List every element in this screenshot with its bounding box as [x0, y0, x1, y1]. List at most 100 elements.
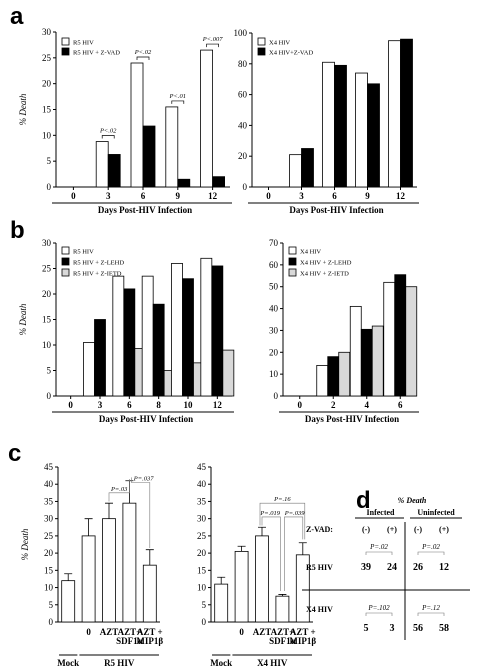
c-left-y-tick-label: 5: [49, 600, 54, 610]
table-cell-value: 3: [390, 623, 395, 634]
table-group-infected: Infected: [367, 508, 396, 517]
c-left-y-tick-label: 30: [44, 514, 54, 524]
a-left-bar: [212, 176, 226, 188]
a-left-significance: P<.02: [99, 128, 117, 139]
b-right-bar: [316, 364, 329, 397]
a-left-y-tick-label: 25: [42, 53, 52, 63]
table-cell-value: 39: [361, 562, 371, 573]
c-right-sig-label: P=.16: [273, 496, 291, 503]
a-right-bar: [301, 148, 314, 188]
b-right-legend-label: X4 HIV + Z-IETD: [300, 271, 349, 278]
a-right-x-tick-label: 6: [332, 191, 337, 201]
c-right-error-bar: [237, 545, 246, 552]
a-left-bar: [107, 154, 121, 188]
a-left-significance: P<.007: [202, 36, 223, 48]
a-left-legend: R5 HIV R5 HIV + Z-VAD: [61, 37, 120, 57]
a-left-x-tick-label: 6: [141, 191, 146, 201]
c-right-sig-label: P=.039: [284, 510, 305, 517]
c-right-x-tick-label: AZT+ SDF1α: [269, 627, 296, 646]
c-right-bar: [255, 535, 269, 623]
a-right-legend-label: X4 HIV+Z-VAD: [269, 50, 313, 57]
c-left-bar: [142, 564, 157, 623]
b-left-legend-label: R5 HIV + Z-LEHD: [73, 260, 124, 267]
a-left-sig-bracket: [206, 43, 219, 48]
b-left-y-tick-label: 20: [42, 289, 52, 299]
c-left-y-tick-label: 25: [44, 531, 54, 541]
a-left-significance: P<.02: [134, 49, 152, 60]
table-p-value: P=.12: [421, 604, 440, 612]
b-left-bar: [123, 288, 136, 397]
a-left-legend-swatch: [61, 47, 70, 56]
table-cell-value: 58: [439, 623, 449, 634]
a-right-y-tick-label: 60: [238, 90, 248, 100]
b-left-y-tick-label: 10: [42, 340, 52, 350]
b-left-bar: [222, 349, 235, 397]
a-left-bar: [165, 106, 179, 188]
c-right-sig-bracket: [261, 516, 281, 591]
a-left-sig-label: P<.01: [169, 93, 186, 100]
a-left-axes: 0 5 10 15 20 25 30 % Death: [18, 27, 230, 192]
c-right-error-bar: [278, 594, 287, 597]
a-left-y-tick-label: 30: [42, 27, 52, 37]
b-left-legend-swatch: [61, 246, 70, 255]
c-right-x-tick-label: 0: [239, 627, 244, 637]
a-left-y-tick-label: 15: [42, 105, 52, 115]
b-left-y-axis-label: % Death: [18, 303, 28, 335]
c-right-sig-bracket: [284, 516, 304, 591]
c-left-y-axis-label: % Death: [20, 528, 30, 560]
c-right-sig-bracket: [259, 502, 306, 540]
a-left-bar: [177, 178, 191, 188]
b-right-legend-swatch: [288, 268, 297, 277]
panel-letter-c: c: [8, 440, 21, 467]
a-right-legend-swatch: [257, 37, 266, 46]
table-p-value: P=.02: [421, 543, 440, 551]
b-right-bar: [394, 274, 407, 397]
c-right-x-tick-label: AZT: [253, 627, 272, 637]
a-left-significance: P<.01: [169, 93, 186, 104]
a-right-legend-label: X4 HIV: [269, 40, 290, 47]
a-left-y-axis-label: % Death: [18, 93, 28, 125]
c-left-x-tick-label: AZT + MIP1β: [136, 627, 163, 646]
table-cell-value: 56: [413, 623, 423, 634]
b-left-x-tick-label: 3: [98, 400, 103, 410]
table-cell-value: 5: [364, 623, 369, 634]
c-left-error-bar: [84, 518, 93, 536]
b-left-axes: 0 5 10 15 20 25 30 % Death: [18, 238, 232, 401]
table-zvad-header: (-): [414, 525, 422, 534]
table-row-label: R5 HIV: [306, 563, 333, 572]
a-left-sig-bracket: [136, 56, 150, 60]
b-left-bar: [152, 303, 165, 397]
a-left-y-tick-label: 20: [42, 79, 52, 89]
c-left-y-tick-label: 35: [44, 496, 54, 506]
c-left-error-bar: [64, 573, 73, 581]
b-left-bar: [182, 278, 194, 397]
a-left-bar: [95, 141, 109, 188]
c-right-bar: [214, 583, 229, 623]
c-left-y-tick-label: 20: [44, 548, 54, 558]
table-p-bracket: [365, 612, 393, 616]
b-right-y-tick-label: 40: [269, 304, 279, 314]
c-right-sig-label: P=.019: [259, 510, 280, 517]
table-row-label: X4 HIV: [306, 605, 333, 614]
c-left-x-tick-label: AZT: [100, 627, 119, 637]
panel-letter-a: a: [10, 3, 24, 30]
c-left-bar: [102, 518, 116, 623]
b-right-y-tick-label: 60: [269, 260, 279, 270]
a-right-y-tick-label: 20: [238, 151, 248, 161]
a-right-y-tick-label: 80: [238, 59, 248, 69]
a-left-bar: [130, 62, 144, 188]
c-right-y-tick-label: 40: [197, 479, 207, 489]
c-left-y-tick-label: 10: [44, 583, 54, 593]
b-right-y-tick-label: 20: [269, 347, 279, 357]
b-left-bar: [94, 319, 106, 397]
b-left-x-axis-label: Days Post-HIV Infection: [99, 414, 193, 424]
c-right-group-label: Mock: [210, 658, 232, 666]
c-left-significance: P=.03 P=.037: [108, 476, 154, 548]
a-left-sig-label: P<.02: [134, 49, 152, 56]
a-left-sig-label: P<.007: [202, 36, 223, 43]
table-cell-value: 24: [387, 562, 397, 573]
b-left-y-tick-label: 0: [47, 391, 52, 401]
